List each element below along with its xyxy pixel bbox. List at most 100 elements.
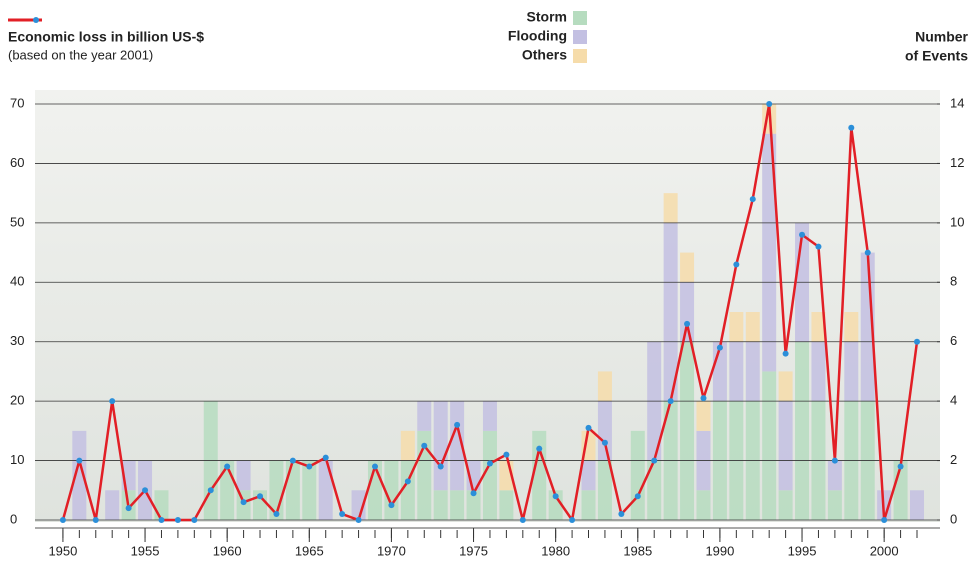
bar-segment bbox=[729, 341, 744, 402]
bar-segment bbox=[811, 341, 826, 402]
bar-segment bbox=[384, 460, 399, 520]
x-tick-label: 1960 bbox=[213, 543, 242, 558]
y-tick-label: 40 bbox=[10, 274, 24, 289]
legend-swatch bbox=[573, 49, 587, 63]
bar-segment bbox=[844, 312, 859, 342]
loss-point bbox=[92, 517, 99, 523]
bar-segment bbox=[236, 460, 251, 491]
bar-segment bbox=[597, 401, 612, 461]
loss-point bbox=[257, 493, 264, 500]
loss-point bbox=[486, 460, 493, 467]
bar-segment bbox=[647, 460, 662, 520]
x-tick-label: 1975 bbox=[459, 543, 488, 558]
bar-segment bbox=[680, 252, 695, 283]
bar-segment bbox=[811, 312, 826, 342]
bar-segment bbox=[696, 490, 711, 520]
y-tick-label: 50 bbox=[10, 214, 24, 229]
legend-swatch bbox=[573, 11, 587, 25]
loss-point bbox=[552, 493, 559, 500]
loss-point bbox=[158, 517, 165, 523]
loss-point bbox=[601, 439, 608, 446]
legend-label: Storm bbox=[527, 9, 567, 25]
loss-point bbox=[815, 243, 822, 250]
bar-segment bbox=[844, 341, 859, 402]
bar-segment bbox=[532, 430, 547, 520]
loss-point bbox=[569, 517, 576, 523]
loss-point bbox=[519, 517, 526, 523]
bar-segment bbox=[105, 490, 120, 520]
loss-point bbox=[799, 231, 806, 238]
bar-segment bbox=[482, 401, 497, 431]
loss-point bbox=[454, 421, 461, 428]
loss-point bbox=[716, 344, 723, 351]
y2-tick-label: 0 bbox=[950, 511, 957, 526]
y-tick-label: 30 bbox=[10, 333, 24, 348]
y2-tick-label: 8 bbox=[950, 274, 957, 289]
bar-segment bbox=[433, 401, 448, 491]
bar-segment bbox=[285, 460, 300, 520]
loss-point bbox=[618, 511, 625, 518]
y2-axis-label: of Events bbox=[905, 48, 968, 64]
loss-point bbox=[273, 511, 280, 518]
chart-title: Economic loss in billion US-$ bbox=[8, 29, 204, 45]
loss-point bbox=[897, 463, 904, 470]
y-tick-label: 70 bbox=[10, 95, 24, 110]
y2-tick-label: 2 bbox=[950, 452, 957, 467]
legend-label: Flooding bbox=[508, 28, 567, 44]
loss-point bbox=[881, 517, 888, 523]
bar-segment bbox=[154, 490, 169, 520]
loss-point bbox=[404, 478, 411, 485]
loss-point bbox=[766, 101, 773, 107]
y2-tick-label: 12 bbox=[950, 155, 964, 170]
loss-point bbox=[782, 350, 789, 357]
bar-segment bbox=[450, 490, 465, 520]
bar-segment bbox=[318, 460, 333, 520]
legend-line-marker bbox=[33, 17, 39, 23]
bar-segment bbox=[482, 430, 497, 520]
bar-segment bbox=[466, 490, 481, 520]
bar-segment bbox=[745, 312, 760, 342]
bar-segment bbox=[581, 460, 596, 491]
loss-point bbox=[224, 463, 231, 470]
bar-segment bbox=[597, 460, 612, 520]
loss-point bbox=[848, 124, 855, 131]
loss-point bbox=[503, 451, 510, 458]
bar-segment bbox=[762, 371, 777, 520]
bar-segment bbox=[729, 312, 744, 342]
y-tick-label: 10 bbox=[10, 452, 24, 467]
legend-swatch bbox=[573, 30, 587, 44]
y2-tick-label: 4 bbox=[950, 393, 957, 408]
bar-segment bbox=[827, 490, 842, 520]
loss-point bbox=[831, 457, 838, 464]
chart-subtitle: (based on the year 2001) bbox=[8, 47, 153, 62]
loss-point bbox=[864, 249, 871, 256]
y2-tick-label: 10 bbox=[950, 214, 964, 229]
y-tick-label: 60 bbox=[10, 155, 24, 170]
bar-segment bbox=[433, 490, 448, 520]
loss-point bbox=[667, 398, 674, 405]
x-tick-label: 2000 bbox=[870, 543, 899, 558]
bar-segment bbox=[762, 133, 777, 372]
loss-point bbox=[207, 487, 214, 494]
y2-tick-label: 14 bbox=[950, 95, 964, 110]
loss-point bbox=[684, 320, 691, 327]
bar-segment bbox=[400, 430, 415, 461]
bar-segment bbox=[548, 490, 563, 520]
loss-point bbox=[700, 395, 707, 402]
loss-point bbox=[651, 457, 658, 464]
loss-point bbox=[289, 457, 296, 464]
bar-segment bbox=[680, 282, 695, 342]
bar-segment bbox=[680, 341, 695, 520]
bar-segment bbox=[778, 490, 793, 520]
bar-segment bbox=[499, 490, 514, 520]
bar-segment bbox=[910, 490, 925, 520]
bar-segment bbox=[72, 430, 87, 520]
y2-tick-label: 6 bbox=[950, 333, 957, 348]
loss-point bbox=[421, 442, 428, 449]
legend-label: Others bbox=[522, 47, 567, 63]
loss-point bbox=[191, 517, 198, 523]
loss-point bbox=[470, 490, 477, 497]
bar-segment bbox=[630, 430, 645, 520]
